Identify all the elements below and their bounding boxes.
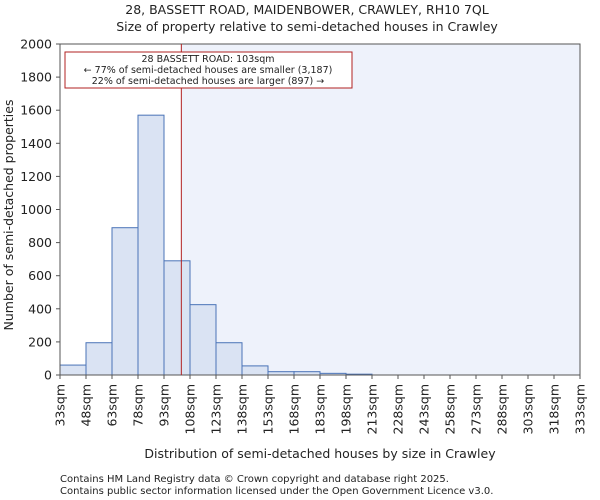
x-tick-label: 108sqm — [183, 384, 198, 434]
chart-subtitle: Size of property relative to semi-detach… — [116, 19, 498, 34]
x-tick-label: 168sqm — [287, 384, 302, 434]
x-tick-label: 93sqm — [157, 384, 172, 427]
y-tick-label: 0 — [44, 368, 52, 383]
annotation-line-1: 28 BASSETT ROAD: 103sqm — [142, 54, 275, 65]
x-tick-label: 123sqm — [209, 384, 224, 434]
bars-group — [59, 114, 373, 376]
x-tick-label: 138sqm — [235, 384, 250, 434]
annotation-line-3: 22% of semi-detached houses are larger (… — [92, 76, 325, 87]
x-tick-label: 198sqm — [339, 384, 354, 434]
bar-123sqm — [215, 342, 243, 376]
footer-line-1: Contains HM Land Registry data © Crown c… — [60, 474, 449, 485]
annotation-line-2: ← 77% of semi-detached houses are smalle… — [84, 65, 333, 76]
bar-63sqm — [111, 227, 139, 376]
y-tick-label: 400 — [28, 301, 52, 316]
y-tick-label: 200 — [28, 334, 52, 349]
bar-93sqm — [163, 260, 191, 376]
bar-138sqm — [241, 365, 269, 376]
y-axis-label: Number of semi-detached properties — [1, 100, 16, 331]
footer-line-2: Contains public sector information licen… — [60, 486, 493, 497]
x-tick-label: 183sqm — [313, 384, 328, 434]
y-tick-label: 1400 — [20, 136, 52, 151]
x-tick-label: 273sqm — [469, 384, 484, 434]
x-tick-label: 228sqm — [391, 384, 406, 434]
y-tick-label: 1800 — [20, 70, 52, 85]
bar-48sqm — [85, 342, 113, 376]
x-tick-label: 288sqm — [495, 384, 510, 434]
y-tick-label: 1000 — [20, 202, 52, 217]
x-tick-label: 63sqm — [105, 384, 120, 427]
y-tick-label: 2000 — [20, 37, 52, 52]
y-tick-label: 1600 — [20, 103, 52, 118]
bar-108sqm — [189, 304, 217, 376]
chart-title: 28, BASSETT ROAD, MAIDENBOWER, CRAWLEY, … — [125, 2, 489, 17]
x-tick-label: 318sqm — [547, 384, 562, 434]
bar-33sqm — [59, 364, 87, 376]
annotation-box: 28 BASSETT ROAD: 103sqm ← 77% of semi-de… — [64, 51, 353, 89]
y-tick-label: 1200 — [20, 169, 52, 184]
x-tick-label: 33sqm — [53, 384, 68, 427]
y-tick-label: 800 — [28, 235, 52, 250]
x-tick-label: 153sqm — [261, 384, 276, 434]
x-tick-label: 213sqm — [365, 384, 380, 434]
x-tick-label: 243sqm — [417, 384, 432, 434]
x-tick-label: 303sqm — [521, 384, 536, 434]
axes-group: 0 200 400 600 800 1000 1200 1400 1600 1800 2000 33s… — [20, 37, 587, 435]
x-axis-label: Distribution of semi-detached houses by … — [144, 446, 496, 461]
bar-78sqm — [137, 114, 165, 376]
right-of-marker-shade — [181, 44, 581, 375]
x-tick-label: 333sqm — [573, 384, 588, 434]
x-tick-label: 78sqm — [131, 384, 146, 427]
x-tick-label: 48sqm — [79, 384, 94, 427]
x-tick-label: 258sqm — [443, 384, 458, 434]
y-tick-label: 600 — [28, 268, 52, 283]
